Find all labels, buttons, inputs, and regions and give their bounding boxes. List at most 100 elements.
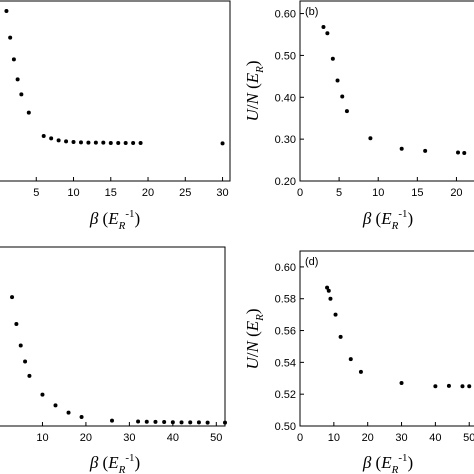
panel-c: 10 20 30 40 50 β (ER-1)	[0, 246, 227, 474]
panel-b-data-point	[399, 146, 404, 151]
panel-b-data-point	[325, 31, 330, 36]
panel-b-ytick-label: 0.40	[275, 92, 296, 104]
panel-a-data-point	[41, 134, 46, 138]
panel-a-data-point	[220, 141, 225, 146]
panel-c-data-point	[170, 420, 175, 425]
panel-d-ylabel: U/N (ER)	[243, 308, 266, 369]
panel-a-data-point	[86, 140, 91, 145]
panel-b-xlabel: β (ER-1)	[362, 208, 413, 232]
panel-b-data-point	[462, 150, 467, 155]
panel-c-frame	[0, 246, 226, 427]
panel-d-data-point	[467, 384, 472, 389]
panel-c-ticks: 10 20 30 40 50	[36, 422, 222, 444]
panel-c-data-point	[27, 373, 32, 378]
panel-d-data-point	[358, 369, 363, 374]
panel-c-points	[10, 295, 227, 425]
panel-b-xtick-label: 0	[297, 187, 303, 199]
panel-a-frame	[0, 0, 231, 182]
panel-c-data-point	[144, 419, 149, 424]
panel-a-data-point	[71, 140, 76, 144]
panel-b: 0 5 10 15 20 0.20 0.30 0.40 0.50 0.60 (b) U/N (ER…	[243, 0, 474, 232]
panel-c-data-point	[53, 403, 58, 408]
panel-a-data-point	[64, 139, 69, 144]
panel-d-ytick-label: 0.54	[275, 357, 296, 369]
panel-b-data-point	[340, 94, 345, 99]
panel-c-data-point	[14, 321, 19, 326]
panel-d-data-point	[399, 381, 404, 386]
panel-a-data-point	[108, 141, 113, 145]
panel-d-xtick-label: 10	[328, 432, 340, 444]
panel-d-ytick-label: 0.50	[275, 421, 296, 433]
panel-b-data-point	[368, 136, 373, 141]
panel-d-xtick-label: 30	[395, 432, 407, 444]
panel-d-ytick-label: 0.52	[275, 389, 296, 401]
panel-b-points	[321, 24, 467, 155]
panel-b-ylabel: U/N (ER)	[243, 60, 266, 121]
panel-b-data-point	[344, 109, 349, 114]
panel-a-xtick-label: 5	[33, 187, 39, 199]
panel-b-ytick-label: 0.20	[275, 176, 296, 188]
panel-c-xtick-label: 10	[36, 432, 48, 444]
panel-c-data-point	[196, 420, 201, 425]
panel-a-points	[4, 9, 225, 146]
panel-c-xtick-label: 30	[123, 432, 135, 444]
panel-c-data-point	[79, 415, 84, 420]
panel-a-data-point	[123, 141, 128, 145]
panel-a-data-point	[19, 92, 24, 97]
panel-c-xtick-label: 20	[80, 432, 92, 444]
panel-b-data-point	[456, 150, 461, 155]
panel-d-frame	[299, 250, 474, 427]
panel-b-ytick-label: 0.50	[275, 50, 296, 62]
panel-d-data-point	[333, 312, 338, 317]
panel-d-data-point	[460, 384, 465, 389]
panel-c-xlabel: β (ER-1)	[89, 452, 140, 474]
panel-d-ytick-label: 0.58	[275, 294, 296, 306]
panel-a-data-point	[49, 136, 54, 141]
panel-c-data-point	[66, 410, 71, 415]
panel-a-data-point	[78, 140, 83, 145]
panel-a-xtick-label: 15	[105, 187, 117, 199]
panel-c-data-point	[18, 343, 23, 348]
panel-a-xtick-label: 20	[142, 187, 154, 199]
panel-b-ticks: 0 5 10 15 20 0.20 0.30 0.40 0.50 0.60	[275, 9, 463, 199]
panel-a-xlabel: β (ER-1)	[89, 208, 140, 232]
panel-c-data-point	[110, 418, 114, 423]
panel-a-data-point	[138, 141, 143, 145]
panel-a-data-point	[116, 141, 121, 145]
panel-d-ytick-label: 0.60	[275, 262, 296, 274]
panel-c-data-point	[10, 295, 15, 300]
panel-d-data-point	[338, 334, 343, 339]
panel-a-data-point	[26, 110, 31, 115]
panel-a-data-point	[11, 57, 16, 62]
panel-a-data-point	[131, 141, 136, 145]
panel-a-data-point	[56, 138, 61, 143]
panel-d-data-point	[325, 285, 330, 290]
panel-d-xlabel: β (ER-1)	[362, 452, 413, 474]
panel-b-frame	[299, 0, 474, 182]
panel-a-data-point	[93, 140, 98, 145]
panel-b-data-point	[335, 78, 340, 83]
panel-b-xtick-label: 20	[450, 187, 462, 199]
panel-b-ytick-label: 0.30	[275, 134, 296, 146]
panel-c-xtick-label: 50	[210, 432, 222, 444]
panel-d-data-point	[348, 357, 353, 362]
panel-a-xtick-label: 10	[67, 187, 79, 199]
panel-d-xtick-label: 0	[297, 432, 303, 444]
panel-a-data-point	[101, 140, 106, 145]
panel-b-xtick-label: 5	[336, 187, 342, 199]
panel-c-data-point	[23, 359, 28, 364]
panel-a-xtick-label: 30	[216, 187, 228, 199]
panel-c-data-point	[136, 419, 141, 424]
panel-c-xtick-label: 40	[167, 432, 179, 444]
panel-d-xtick-label: 50	[463, 432, 474, 444]
panel-d-ticks: 0 10 20 30 40 50 0.50 0.52 0.54 0.56 0.58 0.60	[275, 262, 474, 444]
panel-c-data-point	[223, 420, 227, 425]
panel-a-data-point	[8, 35, 13, 40]
panel-c-data-point	[162, 420, 167, 425]
panel-c-data-point	[153, 419, 158, 424]
panel-d-xtick-label: 20	[362, 432, 374, 444]
panel-d-data-point	[328, 296, 333, 301]
panel-d-points	[325, 285, 472, 389]
panel-d-xtick-label: 40	[429, 432, 441, 444]
